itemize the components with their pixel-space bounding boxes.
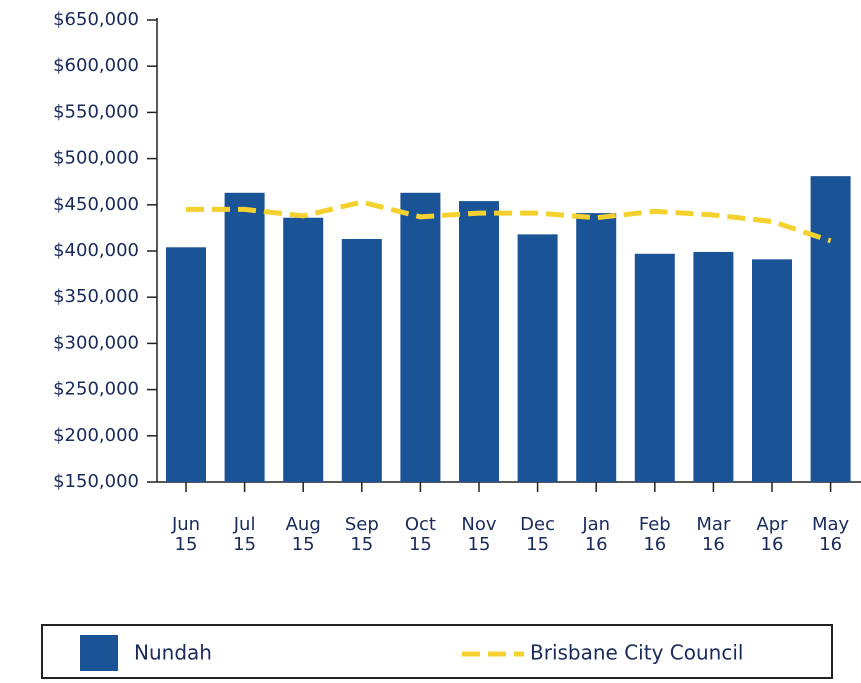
legend-label: Nundah xyxy=(134,641,212,665)
bar xyxy=(634,253,675,482)
y-tick-label: $250,000 xyxy=(53,379,139,400)
x-tick-label: Apr 16 xyxy=(756,514,788,555)
y-tick-label: $350,000 xyxy=(53,286,139,307)
x-tick-label: Mar 16 xyxy=(696,514,731,555)
y-tick-label: $600,000 xyxy=(53,55,139,76)
x-tick-label: Dec 15 xyxy=(520,514,556,555)
x-tick-label: Jan 16 xyxy=(582,514,611,555)
y-tick-label: $500,000 xyxy=(53,148,139,169)
x-tick-label: Jun 15 xyxy=(171,514,201,555)
y-tick-label: $300,000 xyxy=(53,332,139,353)
bar xyxy=(400,192,441,482)
bar xyxy=(693,251,734,482)
bar xyxy=(517,234,558,482)
x-tick-label: Sep 15 xyxy=(344,514,379,555)
bar xyxy=(459,201,499,482)
x-tick-label: May 16 xyxy=(811,514,850,555)
bar xyxy=(283,217,324,482)
y-tick-label: $200,000 xyxy=(53,425,139,446)
y-tick-label: $400,000 xyxy=(53,240,139,261)
x-tick-label: Nov 15 xyxy=(461,514,497,555)
legend-box xyxy=(41,624,833,679)
legend-swatch xyxy=(80,635,118,671)
y-tick-label: $450,000 xyxy=(53,194,139,215)
y-tick-label: $650,000 xyxy=(53,9,139,30)
x-tick-label: Oct 15 xyxy=(404,514,436,555)
bar xyxy=(810,176,851,482)
legend-label: Brisbane City Council xyxy=(530,641,743,665)
bar xyxy=(752,259,792,482)
bar xyxy=(166,247,206,482)
x-tick-label: Feb 16 xyxy=(638,514,671,555)
bar xyxy=(576,213,617,482)
y-tick-label: $150,000 xyxy=(53,471,139,492)
bar xyxy=(224,192,265,482)
x-tick-label: Aug 15 xyxy=(285,514,321,555)
y-tick-label: $550,000 xyxy=(53,101,139,122)
line xyxy=(186,199,832,244)
x-tick-label: Jul 15 xyxy=(233,514,257,555)
bar xyxy=(341,238,382,482)
